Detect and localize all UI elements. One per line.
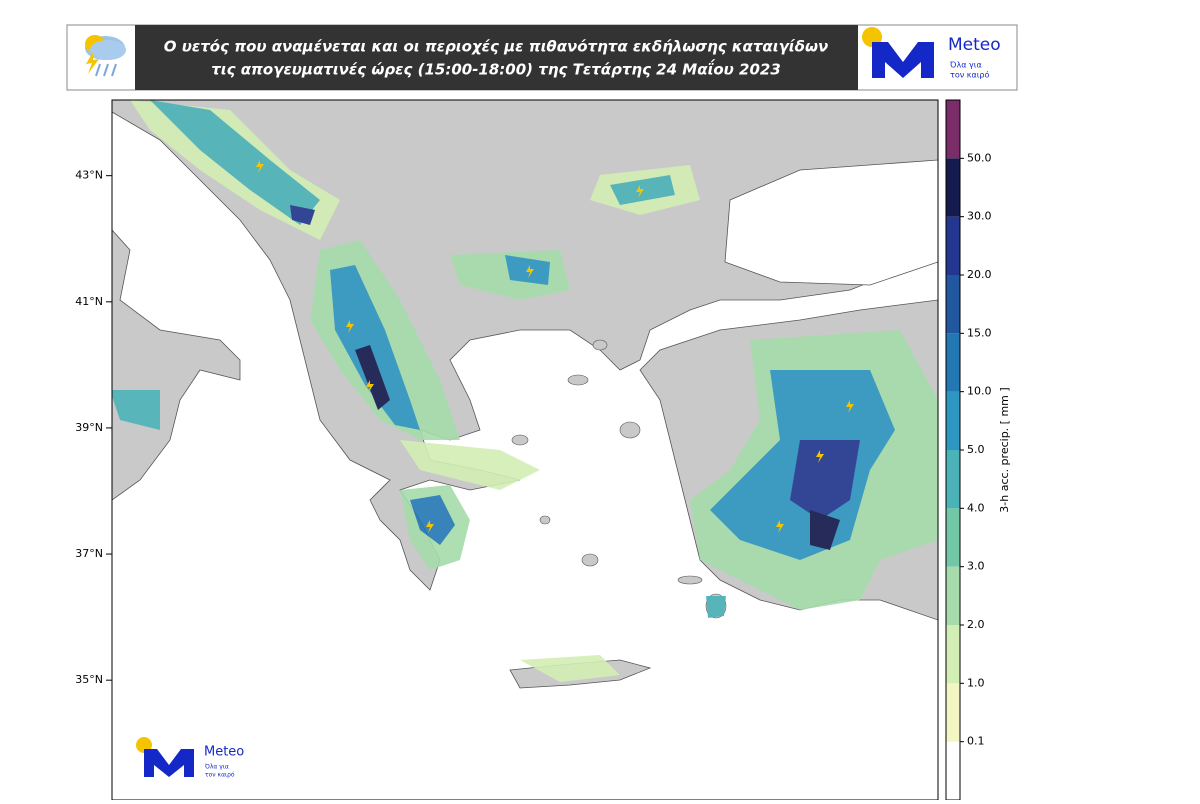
colorbar-band: [946, 100, 960, 159]
logo-name: Meteo: [204, 745, 244, 760]
colorbar-band: [946, 216, 960, 275]
map: Meteo Όλα για τον καιρό: [111, 99, 939, 801]
logo: Meteo Όλα για τον καιρό: [862, 27, 1001, 80]
precipitation: [112, 100, 938, 682]
colorbar-band: [946, 508, 960, 567]
colorbar-band: [946, 741, 960, 800]
colorbar-tick-label: 3.0: [967, 560, 985, 573]
logo-tagline: Όλα για: [204, 764, 229, 771]
colorbar-tick-label: 0.1: [967, 735, 985, 748]
lat-label: 41°N: [75, 295, 103, 308]
logo-tagline: τον καιρό: [205, 772, 235, 779]
title-line: Ο υετός που αναμένεται και οι περιοχές μ…: [164, 38, 828, 56]
colorbar-tick-label: 30.0: [967, 210, 992, 223]
lat-label: 43°N: [75, 169, 103, 182]
black-sea: [724, 159, 938, 286]
colorbar-tick-label: 2.0: [967, 618, 985, 631]
title-bar: [135, 25, 858, 90]
colorbar-tick-label: 50.0: [967, 151, 992, 164]
colorbar-tick-label: 20.0: [967, 268, 992, 281]
logo-tagline: τον καιρό: [950, 70, 989, 80]
colorbar-band: [946, 566, 960, 625]
colorbar-band: [946, 391, 960, 450]
weather-icon: [85, 35, 126, 77]
colorbar-tick-label: 5.0: [967, 443, 985, 456]
colorbar-tick-label: 4.0: [967, 501, 985, 514]
map-logo: Meteo Όλα για τον καιρό: [136, 737, 244, 779]
logo-tagline: Όλα για: [949, 60, 982, 70]
colorbar-tick-label: 1.0: [967, 676, 985, 689]
lat-label: 37°N: [75, 547, 103, 560]
lat-label: 35°N: [75, 673, 103, 686]
lat-label: 39°N: [75, 421, 103, 434]
land-italy: [112, 229, 241, 501]
title-line: τις απογευματινές ώρες (15:00-18:00) της…: [211, 59, 781, 79]
colorbar-band: [946, 275, 960, 334]
colorbar-tick-label: 10.0: [967, 385, 992, 398]
colorbar-band: [946, 683, 960, 742]
colorbar-band: [946, 625, 960, 684]
logo-name: Meteo: [948, 35, 1001, 55]
colorbar-band: [946, 450, 960, 509]
colorbar-tick-label: 15.0: [967, 326, 992, 339]
colorbar-band: [946, 158, 960, 217]
colorbar-label: 3-h acc. precip. [ mm ]: [998, 387, 1011, 512]
colorbar-band: [946, 333, 960, 392]
